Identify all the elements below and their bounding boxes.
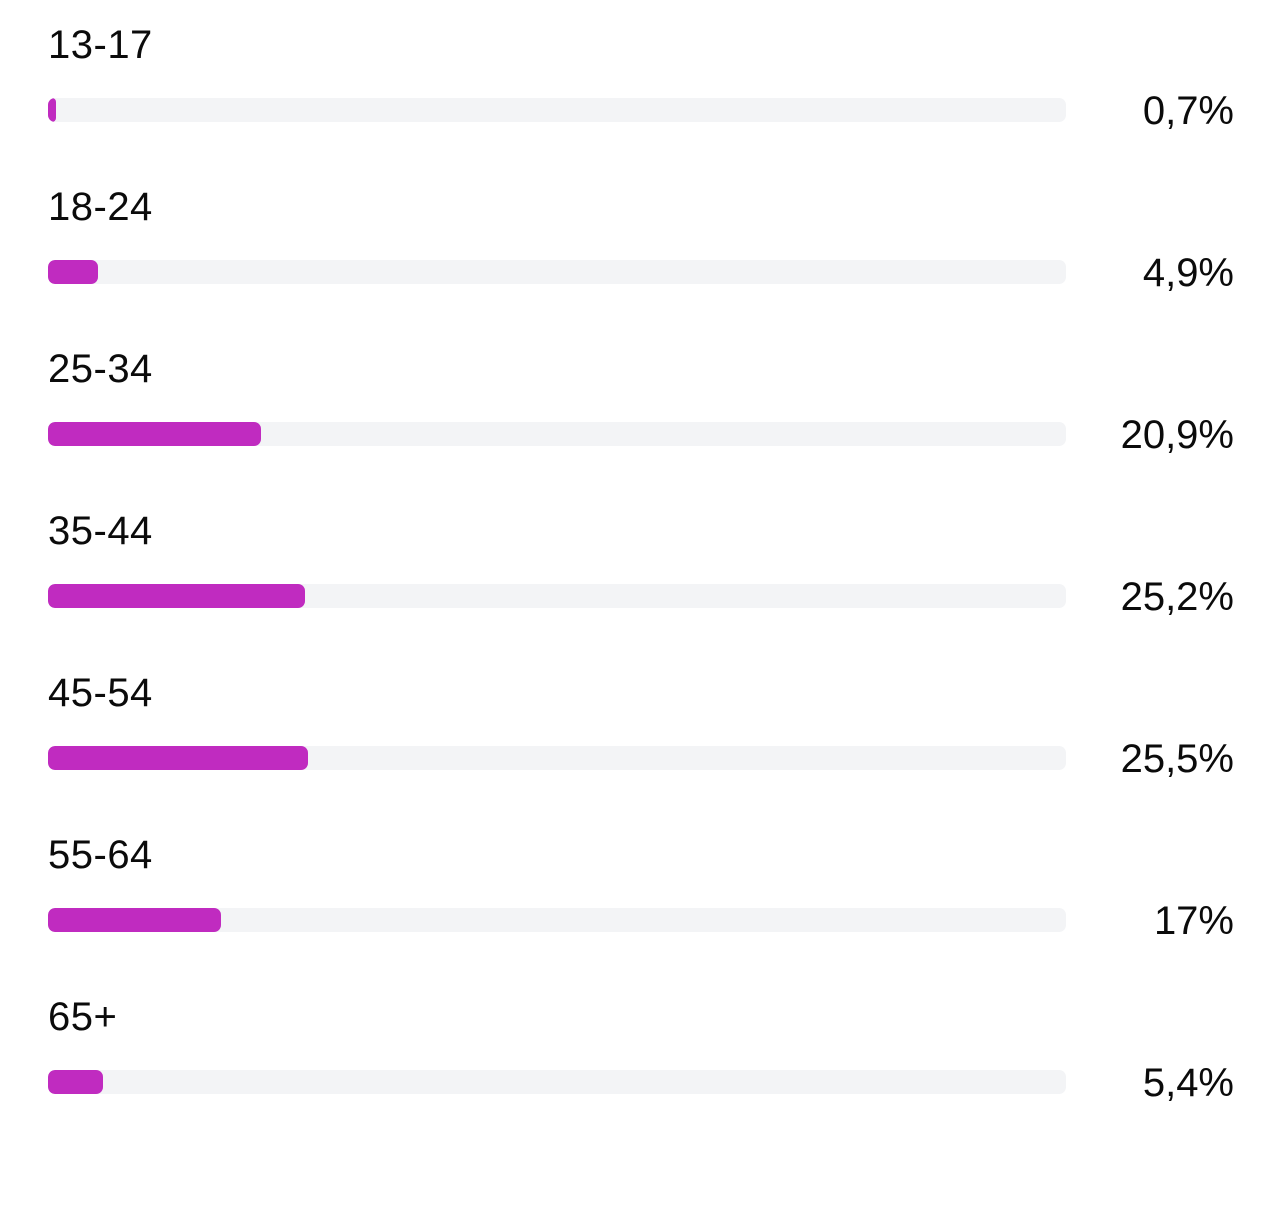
bar: [48, 422, 261, 446]
value-label: 0,7%: [1142, 89, 1234, 133]
bar: [48, 1070, 103, 1094]
bar-track: [48, 746, 1066, 770]
bar-track: [48, 98, 1066, 122]
value-label: 17%: [1153, 899, 1234, 943]
category-label: 35-44: [48, 509, 153, 553]
bar-row: 25-34 20,9%: [0, 324, 1284, 486]
bar: [48, 260, 98, 284]
category-label: 18-24: [48, 185, 153, 229]
bar-row: 35-44 25,2%: [0, 486, 1284, 648]
value-label: 5,4%: [1142, 1061, 1234, 1105]
bar-row: 18-24 4,9%: [0, 162, 1284, 324]
bar-track: [48, 1070, 1066, 1094]
bar: [48, 98, 56, 122]
bar: [48, 908, 221, 932]
value-label: 25,2%: [1120, 575, 1234, 619]
value-label: 25,5%: [1120, 737, 1234, 781]
value-label: 20,9%: [1120, 413, 1234, 457]
category-label: 25-34: [48, 347, 153, 391]
bar-track: [48, 908, 1066, 932]
bar-track: [48, 260, 1066, 284]
bar-track: [48, 422, 1066, 446]
bar-row: 45-54 25,5%: [0, 648, 1284, 810]
bar-row: 13-17 0,7%: [0, 0, 1284, 162]
category-label: 45-54: [48, 671, 153, 715]
bar-track: [48, 584, 1066, 608]
value-label: 4,9%: [1142, 251, 1234, 295]
bar: [48, 584, 305, 608]
bar-row: 65+ 5,4%: [0, 972, 1284, 1134]
category-label: 13-17: [48, 23, 153, 67]
bar: [48, 746, 308, 770]
bar-row: 55-64 17%: [0, 810, 1284, 972]
category-label: 65+: [48, 995, 118, 1039]
category-label: 55-64: [48, 833, 153, 877]
